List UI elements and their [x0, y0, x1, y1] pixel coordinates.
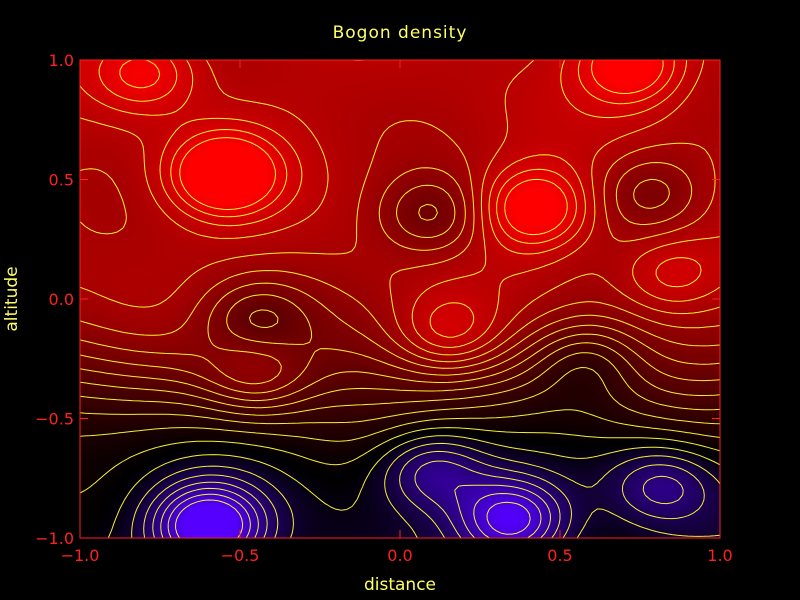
- contour-line-2: [160, 484, 551, 538]
- contour-line-14: [80, 178, 720, 385]
- contour-line-10: [80, 352, 720, 416]
- x-tick-label: −0.5: [221, 546, 260, 565]
- contour-lines: [80, 60, 720, 538]
- contour-line-17: [80, 60, 720, 348]
- y-tick-label: 0.0: [49, 290, 74, 309]
- y-tick-label: −1.0: [35, 529, 74, 548]
- y-axis: −1.0 −0.5 0.0 0.5 1.0: [35, 51, 720, 548]
- contour-line-3: [152, 460, 684, 538]
- y-tick-label: −0.5: [35, 410, 74, 429]
- x-tick-label: −1.0: [61, 546, 100, 565]
- contour-line-11: [80, 342, 720, 409]
- contour-line-7: [80, 427, 720, 494]
- x-tick-label: 1.0: [707, 546, 732, 565]
- contour-line-6: [107, 435, 720, 538]
- y-tick-label: 1.0: [49, 51, 74, 70]
- contour-line-20: [119, 60, 664, 236]
- contour-line-0: [175, 499, 531, 538]
- contour-line-16: [80, 120, 720, 356]
- contour-line-15: [80, 162, 720, 363]
- x-tick-label: 0.0: [387, 546, 412, 565]
- x-tick-label: 0.5: [547, 546, 572, 565]
- y-axis-label: altitude: [2, 266, 22, 331]
- contour-line-13: [80, 203, 720, 394]
- contour-line-1: [167, 493, 542, 538]
- contour-line-18: [80, 60, 702, 338]
- contour-line-19: [98, 60, 675, 244]
- contour-line-9: [80, 367, 720, 425]
- x-axis: −1.0 −0.5 0.0 0.5 1.0: [61, 60, 733, 565]
- y-tick-label: 0.5: [49, 171, 74, 190]
- contour-line-8: [80, 409, 720, 442]
- chart-title: Bogon density: [333, 23, 468, 43]
- density-heatmap: [80, 60, 720, 538]
- x-axis-label: distance: [364, 575, 436, 595]
- contour-line-12: [80, 309, 720, 402]
- contour-line-4: [143, 450, 705, 538]
- contour-line-5: [131, 442, 720, 538]
